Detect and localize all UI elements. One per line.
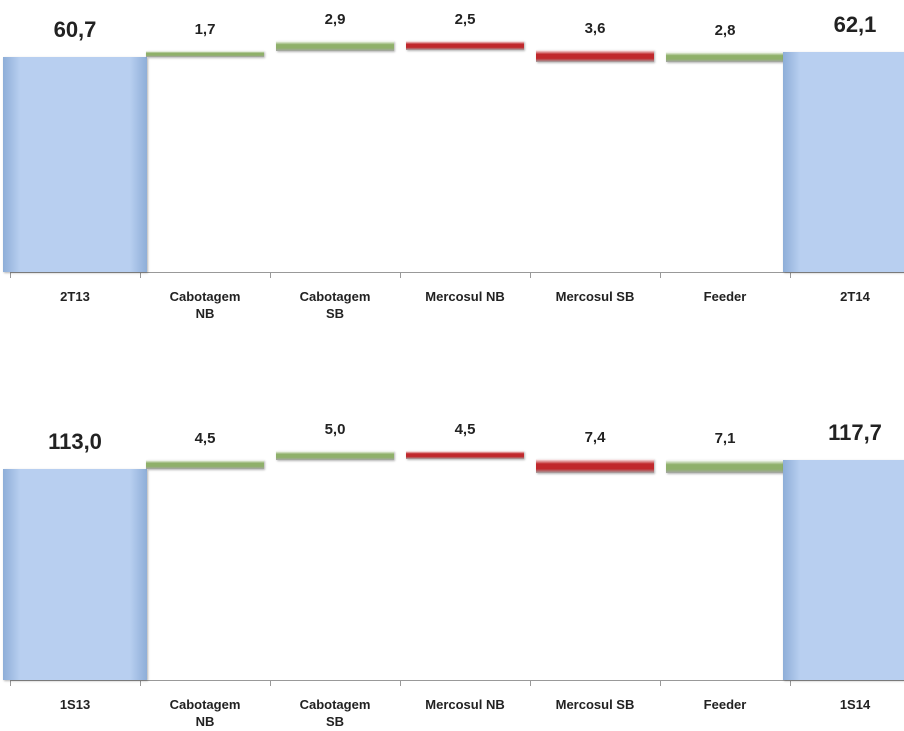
step-bar [276, 40, 394, 51]
x-axis [10, 272, 904, 273]
step-bar [146, 460, 264, 469]
x-tick [140, 680, 141, 686]
x-tick [140, 272, 141, 278]
category-label: Feeder [703, 289, 747, 304]
value-label: 4,5 [194, 430, 216, 448]
category-label: 1S13 [59, 697, 91, 712]
x-axis [10, 680, 904, 681]
step-bar [406, 451, 524, 460]
category-label: Mercosul NB [425, 697, 505, 712]
total-bar [3, 468, 147, 680]
category-label: Feeder [703, 697, 747, 712]
x-tick [790, 272, 791, 278]
category-label: Mercosul SB [555, 289, 635, 304]
x-tick [270, 272, 271, 278]
category-label: Mercosul NB [425, 289, 505, 304]
category-label: 1S14 [839, 697, 871, 712]
x-tick [530, 680, 531, 686]
category-label: 2T13 [60, 289, 90, 304]
total-bar [783, 52, 904, 272]
step-bar [536, 459, 654, 474]
value-label: 2,8 [714, 22, 736, 40]
category-label: Mercosul SB [555, 697, 635, 712]
value-label: 4,5 [454, 421, 476, 439]
x-tick [10, 680, 11, 686]
value-label: 5,0 [324, 421, 346, 439]
value-label: 7,1 [714, 430, 736, 447]
value-label: 2,5 [454, 10, 476, 28]
step-bar [146, 50, 264, 57]
step-bar [666, 52, 784, 63]
value-label: 3,6 [584, 19, 606, 37]
step-bar [276, 451, 394, 461]
x-tick [400, 680, 401, 686]
value-label: 2,9 [324, 10, 346, 28]
category-label: Cabotagem NB [169, 289, 241, 321]
step-bar [406, 40, 524, 50]
value-label: 113,0 [48, 428, 102, 454]
category-label: Cabotagem NB [169, 697, 241, 729]
x-tick [10, 272, 11, 278]
total-bar [783, 460, 904, 680]
value-label: 62,1 [833, 12, 877, 37]
category-label: 2T14 [840, 289, 870, 304]
x-tick [530, 272, 531, 278]
total-bar [3, 56, 147, 272]
step-bar [536, 49, 654, 63]
step-bar [666, 460, 784, 474]
x-tick [400, 272, 401, 278]
x-tick [790, 680, 791, 686]
category-label: Cabotagem SB [299, 289, 371, 321]
x-tick [270, 680, 271, 686]
x-tick [660, 680, 661, 686]
value-label: 1,7 [194, 20, 216, 38]
value-label: 117,7 [828, 420, 882, 445]
value-label: 7,4 [584, 429, 606, 447]
value-label: 60,7 [53, 16, 97, 42]
x-tick [660, 272, 661, 278]
category-label: Cabotagem SB [299, 697, 371, 729]
